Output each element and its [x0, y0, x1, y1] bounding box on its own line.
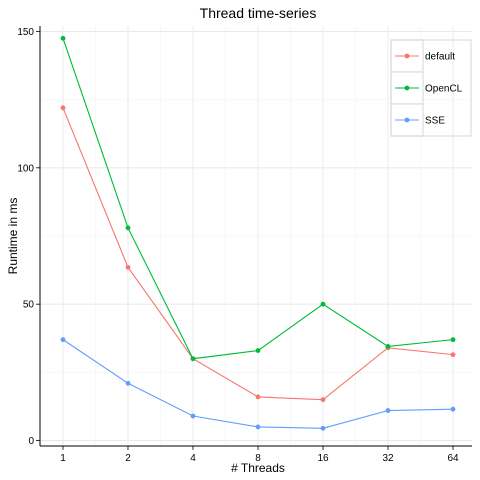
data-point [450, 352, 456, 358]
data-point [255, 348, 261, 353]
data-point [125, 264, 131, 270]
series-lines [60, 35, 456, 431]
data-point [320, 301, 326, 307]
x-tick-label: 16 [317, 453, 329, 464]
legend-label: OpenCL [425, 84, 463, 95]
data-point [190, 413, 196, 419]
legend-item-SSE: SSE [390, 103, 445, 137]
data-point [255, 424, 261, 430]
data-point [255, 394, 261, 400]
data-point [450, 337, 456, 343]
data-point [320, 397, 326, 403]
legend-frame [390, 39, 472, 137]
legend-item-default: default [390, 39, 455, 73]
y-tick-label: 100 [17, 163, 34, 174]
x-tick-label: 64 [447, 453, 459, 464]
data-point [385, 344, 391, 349]
data-point [60, 105, 66, 111]
legend-label: default [425, 52, 455, 63]
legend-key-point [404, 85, 410, 91]
x-axis-title: # Threads [231, 461, 285, 475]
y-axis-title: Runtime in ms [6, 198, 20, 275]
data-point [125, 225, 131, 231]
tick-labels: 0 50 100 150 1 2 4 8 16 32 64 [17, 27, 459, 464]
chart-title: Thread time-series [200, 5, 317, 21]
legend-key-point [404, 53, 410, 59]
legend-key-point [404, 117, 410, 123]
grid [40, 26, 472, 446]
data-point [450, 406, 456, 412]
axes [39, 26, 472, 447]
series-SSE [60, 337, 456, 431]
x-tick-label: 1 [60, 453, 66, 464]
legend: default OpenCL SSE [390, 39, 472, 137]
x-tick-label: 8 [255, 453, 261, 464]
x-tick-label: 2 [125, 453, 131, 464]
legend-label: SSE [425, 116, 445, 127]
series-OpenCL [60, 35, 456, 362]
x-tick-label: 4 [190, 453, 196, 464]
data-point [125, 380, 131, 386]
x-tick-label: 32 [382, 453, 394, 464]
legend-item-OpenCL: OpenCL [390, 71, 463, 105]
y-tick-label: 0 [28, 436, 34, 447]
data-point [60, 35, 66, 41]
y-tick-label: 50 [23, 300, 35, 311]
y-tick-label: 150 [17, 27, 34, 38]
data-point [385, 408, 391, 413]
data-point [60, 337, 66, 343]
data-point [320, 425, 326, 431]
data-point [190, 356, 196, 362]
